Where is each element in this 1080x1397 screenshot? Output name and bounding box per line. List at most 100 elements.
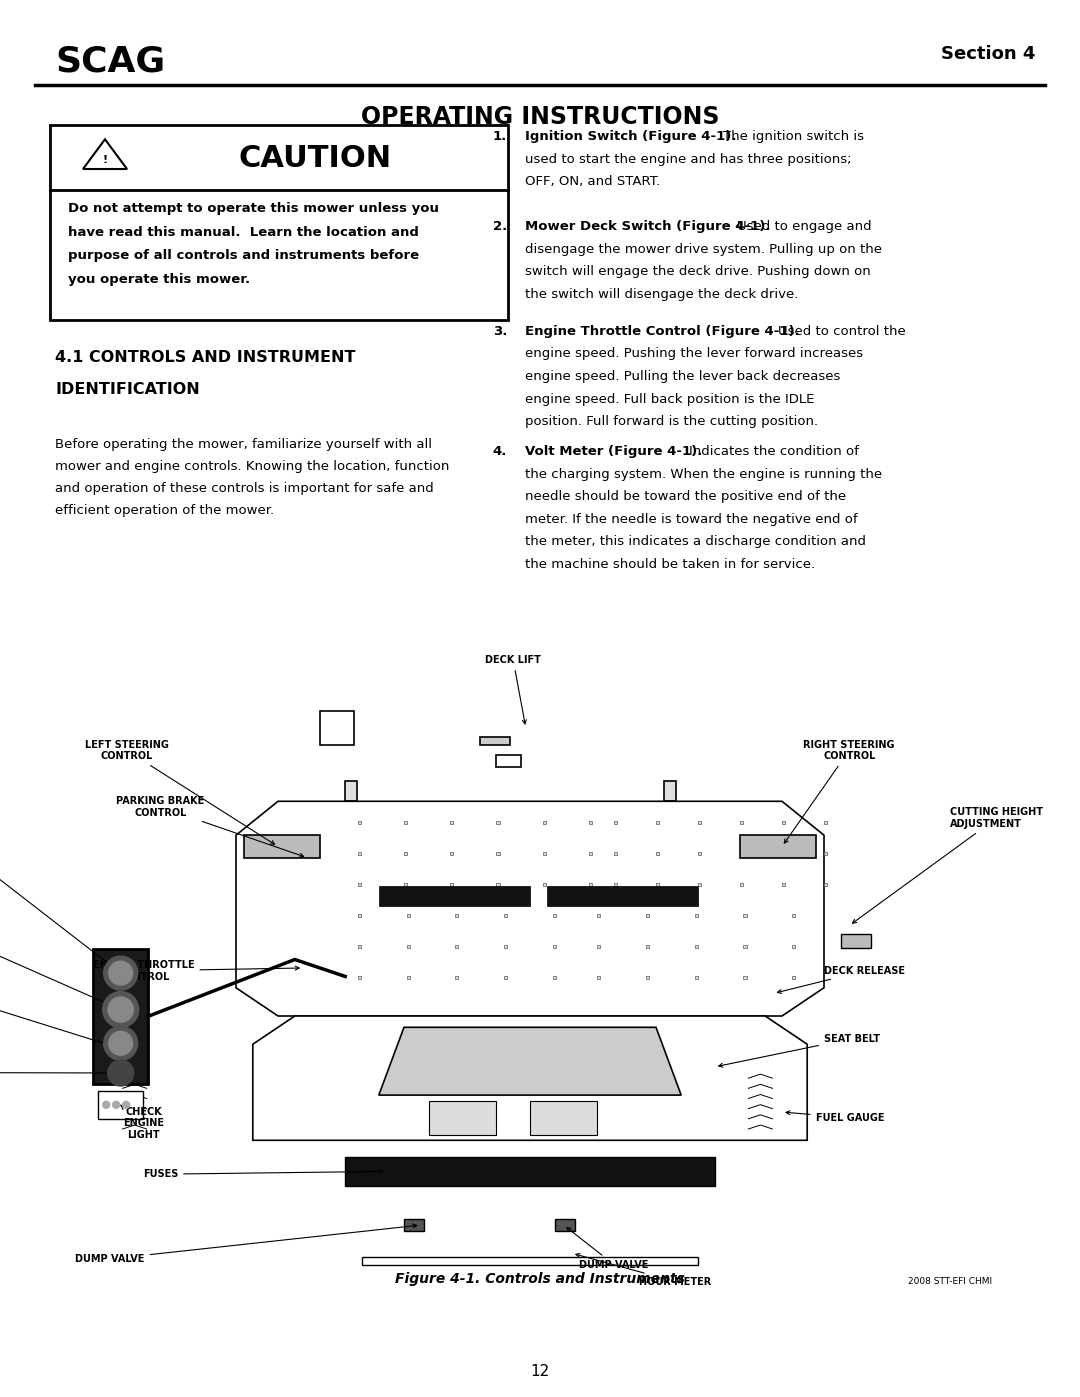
Bar (841, 935, 870, 949)
Circle shape (108, 997, 133, 1023)
Bar (698, 883, 701, 886)
Text: CHECK
ENGINE
LIGHT: CHECK ENGINE LIGHT (120, 1105, 164, 1140)
Bar (542, 820, 545, 824)
Bar (357, 944, 361, 949)
Bar (346, 781, 357, 802)
Bar (646, 944, 649, 949)
Bar (357, 883, 361, 886)
Bar (357, 914, 361, 916)
Bar (615, 852, 617, 855)
Bar (504, 944, 508, 949)
Text: engine speed. Pulling the lever back decreases: engine speed. Pulling the lever back dec… (525, 370, 840, 383)
Bar (589, 820, 592, 824)
Text: VOLT METER: VOLT METER (0, 977, 109, 1045)
Text: SCAG: SCAG (55, 45, 165, 80)
Bar (553, 977, 556, 979)
Bar (698, 820, 701, 824)
Circle shape (112, 1101, 120, 1108)
Bar (504, 977, 508, 979)
Bar (743, 977, 746, 979)
Bar (450, 820, 454, 824)
Bar (792, 914, 795, 916)
Text: SEAT BELT: SEAT BELT (718, 1034, 880, 1067)
Bar (664, 781, 676, 802)
Bar (530, 1101, 597, 1134)
Text: RIGHT STEERING
CONTROL: RIGHT STEERING CONTROL (784, 739, 895, 844)
Bar (50, 124, 508, 320)
Text: Figure 4-1. Controls and Instruments: Figure 4-1. Controls and Instruments (395, 1273, 685, 1287)
Bar (404, 852, 407, 855)
Text: 2.: 2. (492, 219, 507, 233)
Text: the charging system. When the engine is running the: the charging system. When the engine is … (525, 468, 881, 481)
Bar (698, 852, 701, 855)
Text: the machine should be taken in for service.: the machine should be taken in for servi… (525, 557, 814, 570)
Polygon shape (379, 1027, 681, 1095)
Circle shape (108, 1060, 134, 1085)
Bar (694, 914, 698, 916)
Bar (497, 883, 500, 886)
Bar (553, 944, 556, 949)
Text: needle should be toward the positive end of the: needle should be toward the positive end… (525, 490, 846, 503)
Text: DECK RELEASE: DECK RELEASE (778, 965, 905, 993)
Text: 2008 STT-EFI CHMI: 2008 STT-EFI CHMI (908, 1277, 993, 1287)
Text: !: ! (103, 155, 108, 165)
Bar (743, 944, 746, 949)
Text: Ignition Switch (Figure 4-1).: Ignition Switch (Figure 4-1). (525, 130, 737, 142)
Text: DUMP VALVE: DUMP VALVE (76, 1224, 417, 1264)
Text: IDENTIFICATION: IDENTIFICATION (55, 381, 200, 397)
Text: OPERATING INSTRUCTIONS: OPERATING INSTRUCTIONS (361, 105, 719, 129)
Bar (406, 914, 409, 916)
Bar (450, 883, 454, 886)
Text: position. Full forward is the cutting position.: position. Full forward is the cutting po… (525, 415, 818, 427)
Bar (406, 977, 409, 979)
Bar (656, 852, 659, 855)
Text: 3.: 3. (492, 326, 507, 338)
Text: Mower Deck Switch (Figure 4-1).: Mower Deck Switch (Figure 4-1). (525, 219, 770, 233)
Bar (320, 711, 353, 745)
Bar (504, 914, 508, 916)
Bar (542, 883, 545, 886)
Bar (782, 883, 785, 886)
Bar (792, 977, 795, 979)
Bar (406, 944, 409, 949)
Bar (553, 914, 556, 916)
Text: purpose of all controls and instruments before: purpose of all controls and instruments … (68, 249, 419, 263)
Bar (357, 977, 361, 979)
Text: the meter, this indicates a discharge condition and: the meter, this indicates a discharge co… (525, 535, 865, 548)
Text: meter. If the needle is toward the negative end of: meter. If the needle is toward the negat… (525, 513, 858, 525)
Bar (743, 914, 746, 916)
Text: efficient operation of the mower.: efficient operation of the mower. (55, 504, 274, 517)
Bar (597, 914, 600, 916)
Text: FUEL GAUGE: FUEL GAUGE (786, 1111, 885, 1123)
Bar (456, 944, 458, 949)
Circle shape (123, 1101, 130, 1108)
Bar (597, 977, 600, 979)
Text: LEFT STEERING
CONTROL: LEFT STEERING CONTROL (85, 739, 274, 844)
Text: Engine Throttle Control (Figure 4-1).: Engine Throttle Control (Figure 4-1). (525, 326, 799, 338)
Bar (456, 977, 458, 979)
Bar (497, 852, 500, 855)
Bar (98, 1091, 144, 1119)
Bar (589, 883, 592, 886)
Bar (456, 914, 458, 916)
Text: the switch will disengage the deck drive.: the switch will disengage the deck drive… (525, 288, 798, 300)
Text: Do not attempt to operate this mower unless you: Do not attempt to operate this mower unl… (68, 203, 438, 215)
Circle shape (109, 961, 133, 985)
Bar (379, 886, 530, 905)
Bar (694, 944, 698, 949)
Text: disengage the mower drive system. Pulling up on the: disengage the mower drive system. Pullin… (525, 243, 881, 256)
Text: 4.1 CONTROLS AND INSTRUMENT: 4.1 CONTROLS AND INSTRUMENT (55, 351, 355, 365)
Text: Section 4: Section 4 (941, 45, 1035, 63)
Text: PARKING BRAKE
CONTROL: PARKING BRAKE CONTROL (117, 796, 303, 856)
Bar (357, 852, 361, 855)
Text: HOUR METER: HOUR METER (576, 1253, 712, 1287)
Circle shape (103, 1101, 110, 1108)
Text: you operate this mower.: you operate this mower. (68, 272, 251, 285)
Text: WATER TEMPERATURE: WATER TEMPERATURE (0, 824, 118, 971)
Bar (404, 820, 407, 824)
Circle shape (103, 992, 138, 1028)
Circle shape (104, 956, 138, 990)
Bar (555, 1218, 576, 1231)
Text: engine speed. Pushing the lever forward increases: engine speed. Pushing the lever forward … (525, 348, 863, 360)
Polygon shape (83, 140, 127, 169)
